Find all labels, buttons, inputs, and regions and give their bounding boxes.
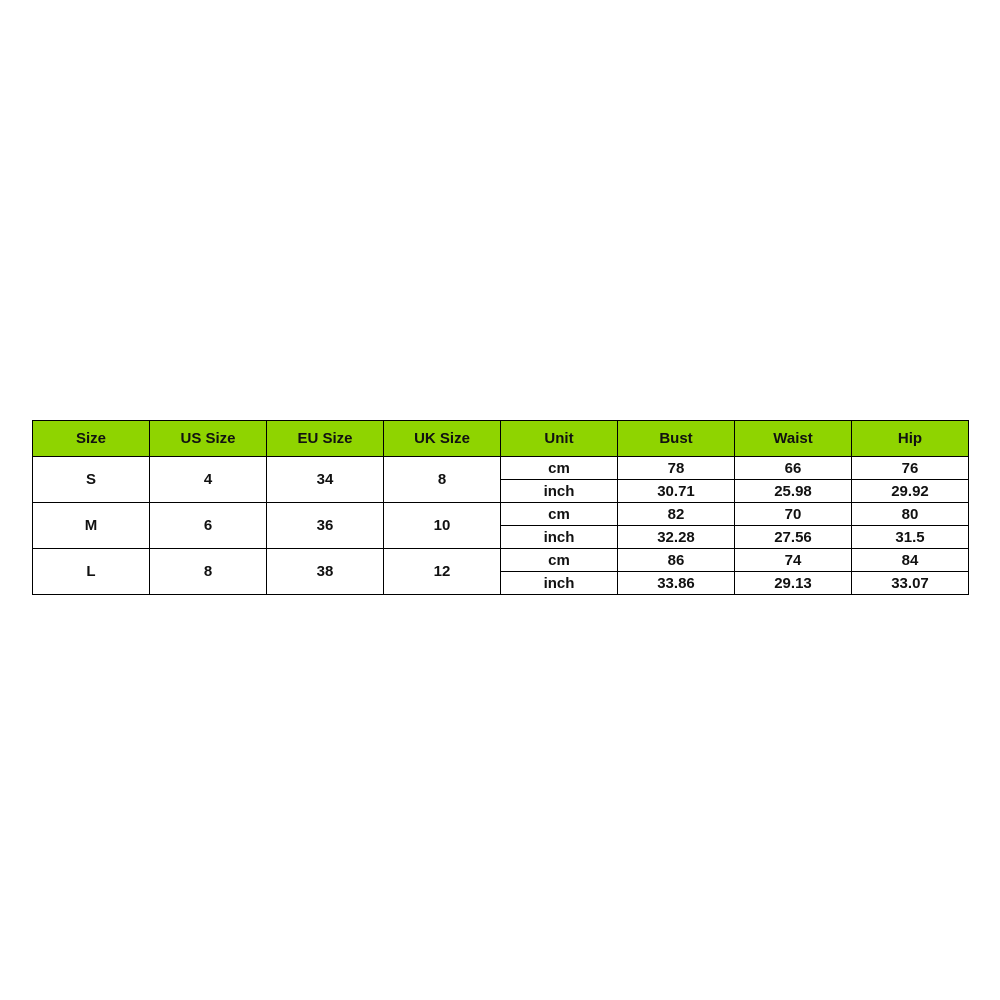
measure-cell: 80 <box>851 502 969 526</box>
table-row: M 6 36 10 cm 82 70 80 <box>32 502 969 549</box>
header-row: Size US Size EU Size UK Size Unit Bust Waist Hi… <box>32 420 969 457</box>
measure-cell: 29.13 <box>734 571 852 595</box>
table-row: inch 32.28 27.56 31.5 <box>33 525 969 549</box>
measure-cell: cm <box>500 548 618 572</box>
header-cell: US Size <box>149 420 267 457</box>
measure-cell: inch <box>500 479 618 503</box>
cell-us: 6 <box>149 502 267 549</box>
measure-cell: 31.5 <box>851 525 969 549</box>
cell-us: 8 <box>149 548 267 595</box>
table-row: L 8 38 12 cm 86 74 84 <box>32 548 969 595</box>
header-cell: Waist <box>734 420 852 457</box>
measure-cell: 30.71 <box>617 479 735 503</box>
measure-cell: 66 <box>734 456 852 480</box>
cell-size: M <box>32 502 150 549</box>
header-cell: Size <box>32 420 150 457</box>
header-cell: Hip <box>851 420 969 457</box>
measure-cell: inch <box>500 525 618 549</box>
table-row: inch 30.71 25.98 29.92 <box>33 479 969 503</box>
cell-eu: 36 <box>266 502 384 549</box>
measure-cell: 78 <box>617 456 735 480</box>
cell-eu: 34 <box>266 456 384 503</box>
table-row: inch 33.86 29.13 33.07 <box>33 571 969 595</box>
cell-uk: 8 <box>383 456 501 503</box>
cell-size: L <box>32 548 150 595</box>
measure-cell: 32.28 <box>617 525 735 549</box>
cell-size: S <box>32 456 150 503</box>
measure-cell: 33.86 <box>617 571 735 595</box>
size-table: Size US Size EU Size UK Size Unit Bust Waist Hi… <box>32 420 969 595</box>
header-cell: Unit <box>500 420 618 457</box>
measure-cell: cm <box>500 456 618 480</box>
cell-uk: 10 <box>383 502 501 549</box>
measure-cell: 76 <box>851 456 969 480</box>
measure-cell: 29.92 <box>851 479 969 503</box>
measure-cell: 27.56 <box>734 525 852 549</box>
measure-cell: 33.07 <box>851 571 969 595</box>
header-cell: UK Size <box>383 420 501 457</box>
measure-cell: 86 <box>617 548 735 572</box>
measure-cell: 70 <box>734 502 852 526</box>
measure-cell: inch <box>500 571 618 595</box>
measure-cell: 84 <box>851 548 969 572</box>
measure-cell: cm <box>500 502 618 526</box>
measure-cell: 82 <box>617 502 735 526</box>
measure-cell: 74 <box>734 548 852 572</box>
cell-us: 4 <box>149 456 267 503</box>
cell-uk: 12 <box>383 548 501 595</box>
table-row: S 4 34 8 cm 78 66 76 <box>32 456 969 503</box>
header-cell: EU Size <box>266 420 384 457</box>
measure-cell: 25.98 <box>734 479 852 503</box>
header-cell: Bust <box>617 420 735 457</box>
cell-eu: 38 <box>266 548 384 595</box>
